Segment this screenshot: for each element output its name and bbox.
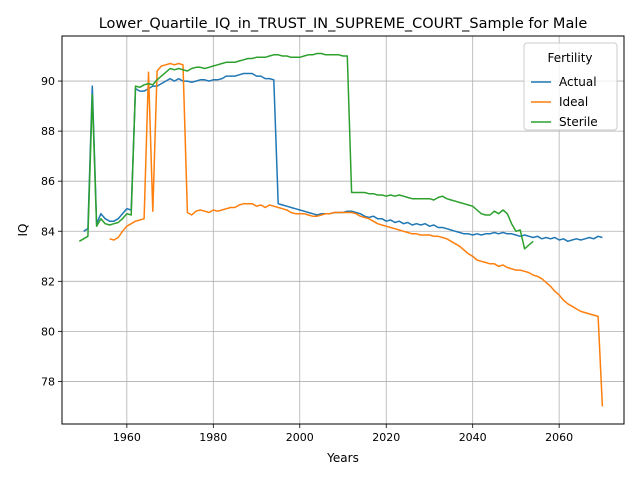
- legend-title: Fertility: [547, 51, 592, 65]
- series-lines: [78, 52, 604, 407]
- legend: Fertility Actual Ideal Sterile: [523, 42, 618, 131]
- plot-frame: [61, 35, 625, 425]
- x-tick-label: 2000: [286, 431, 314, 444]
- x-tick-label: 2040: [459, 431, 487, 444]
- y-tick-label: 84: [41, 225, 55, 238]
- x-tick-label: 1980: [199, 431, 227, 444]
- y-axis-label: IQ: [16, 224, 30, 237]
- y-tick-label: 90: [41, 75, 55, 88]
- legend-label-actual: Actual: [559, 75, 597, 89]
- legend-box: [523, 42, 618, 131]
- series-line-sterile: [78, 52, 534, 250]
- x-tick-label: 2020: [372, 431, 400, 444]
- legend-entries: Actual Ideal Sterile: [531, 75, 598, 129]
- x-axis-label: Years: [326, 451, 359, 465]
- y-tick-label: 88: [41, 125, 55, 138]
- legend-label-ideal: Ideal: [559, 95, 588, 109]
- x-axis-ticks: 1960 1980 2000 2020 2040 2060: [113, 424, 573, 444]
- x-tick-label: 2060: [545, 431, 573, 444]
- chart-title: Lower_Quartile_IQ_in_TRUST_IN_SUPREME_CO…: [99, 16, 588, 32]
- series-line-ideal: [109, 62, 604, 407]
- y-axis-ticks: 78 80 82 84 86 88 90: [41, 75, 62, 388]
- legend-label-sterile: Sterile: [559, 115, 598, 129]
- y-tick-label: 78: [41, 375, 55, 388]
- grid: [62, 36, 624, 424]
- y-tick-label: 80: [41, 325, 55, 338]
- y-tick-label: 82: [41, 275, 55, 288]
- x-tick-label: 1960: [113, 431, 141, 444]
- y-tick-label: 86: [41, 175, 55, 188]
